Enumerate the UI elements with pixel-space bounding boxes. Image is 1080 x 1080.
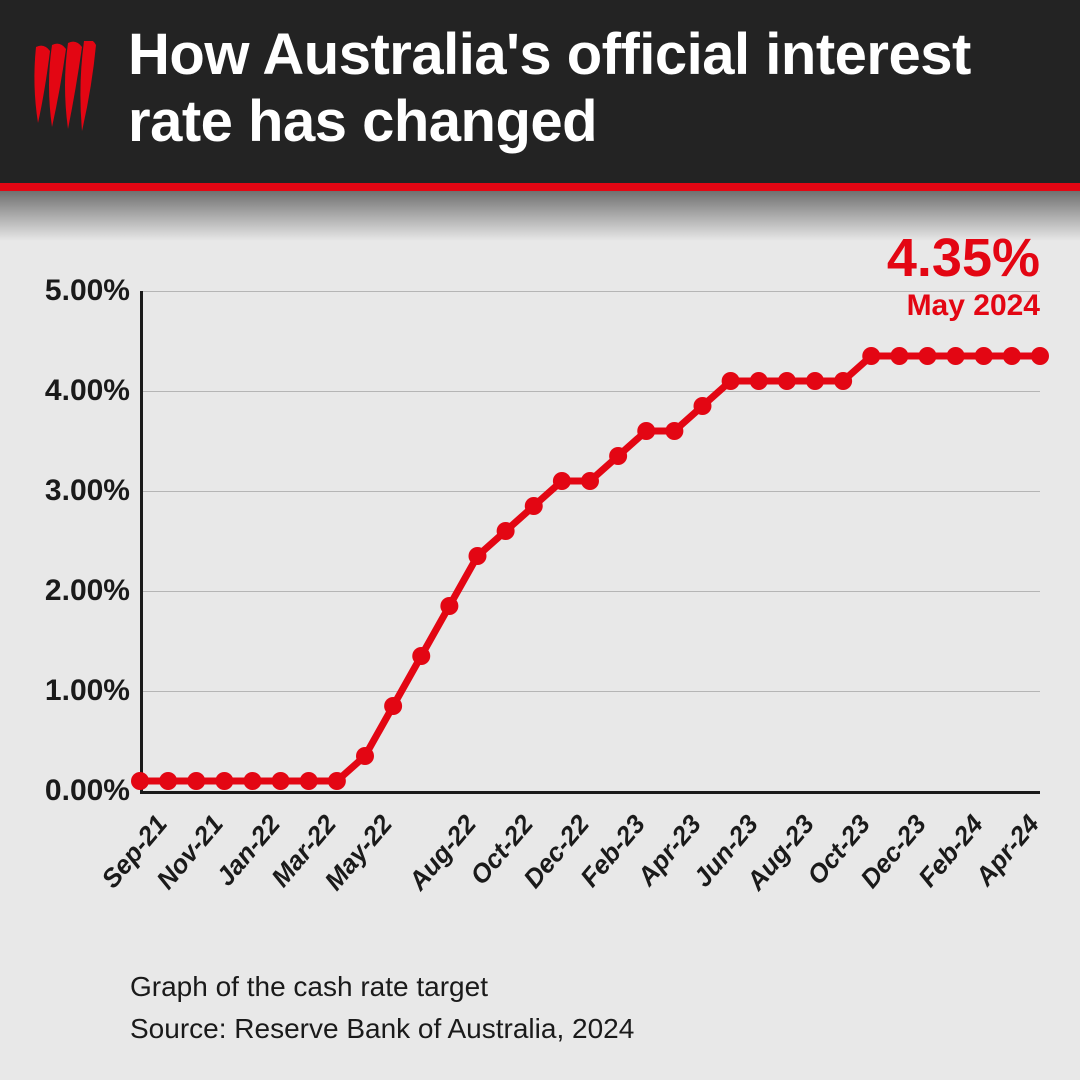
accent-bar: [0, 183, 1080, 191]
footer-line-1: Graph of the cash rate target: [130, 966, 634, 1008]
chart-area: 4.35% May 2024 0.00%1.00%2.00%3.00%4.00%…: [0, 241, 1080, 941]
header: How Australia's official interest rate h…: [0, 0, 1080, 183]
line-series: [0, 241, 1080, 941]
footer-line-2: Source: Reserve Bank of Australia, 2024: [130, 1008, 634, 1050]
chart-title: How Australia's official interest rate h…: [128, 22, 1050, 155]
sbs-logo-icon: [30, 41, 100, 136]
chart-footer: Graph of the cash rate target Source: Re…: [130, 966, 634, 1050]
